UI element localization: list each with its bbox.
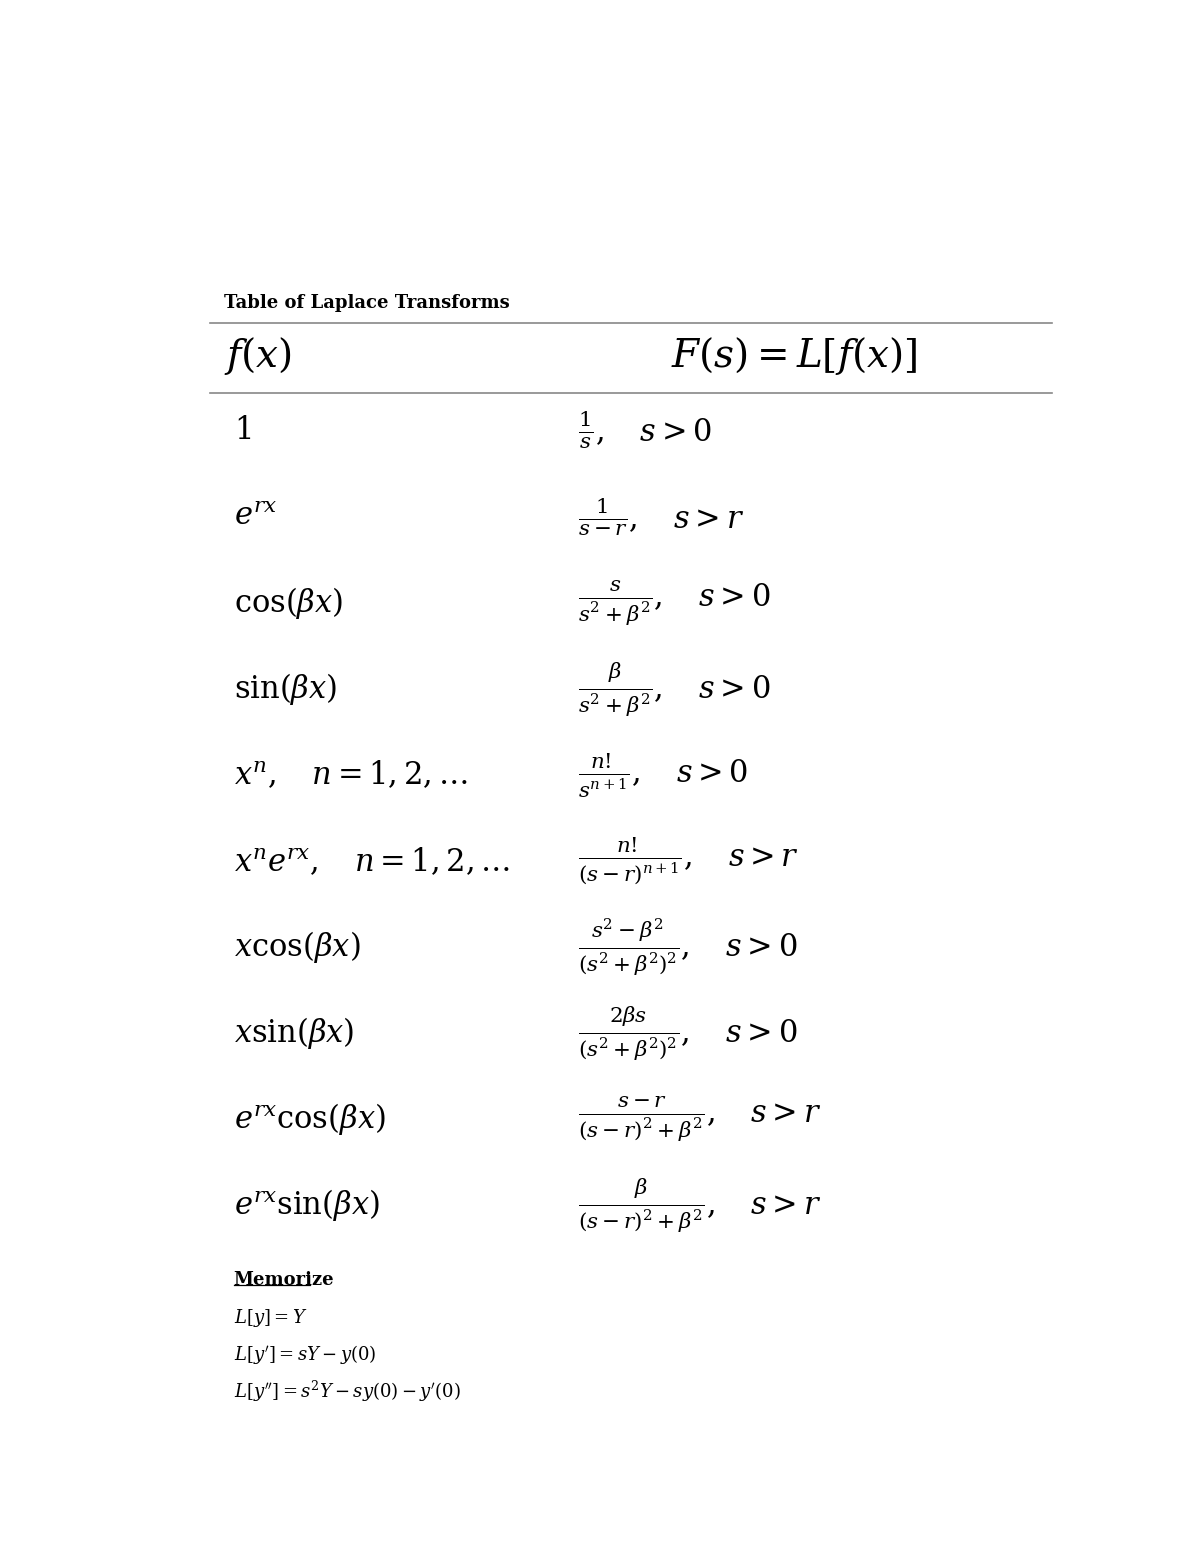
Text: $L[y]=Y$: $L[y]=Y$ bbox=[234, 1306, 307, 1329]
Text: $\frac{s-r}{(s-r)^2+\beta^2},\quad s>r$: $\frac{s-r}{(s-r)^2+\beta^2},\quad s>r$ bbox=[578, 1095, 821, 1143]
Text: $\frac{\beta}{(s-r)^2+\beta^2},\quad s>r$: $\frac{\beta}{(s-r)^2+\beta^2},\quad s>r… bbox=[578, 1176, 821, 1235]
Text: $\frac{1}{s},\quad s>0$: $\frac{1}{s},\quad s>0$ bbox=[578, 408, 712, 452]
Text: $x\sin(\beta x)$: $x\sin(\beta x)$ bbox=[234, 1016, 354, 1051]
Text: $x\cos(\beta x)$: $x\cos(\beta x)$ bbox=[234, 929, 360, 964]
Text: $x^n,\quad n=1,2,\ldots$: $x^n,\quad n=1,2,\ldots$ bbox=[234, 759, 467, 790]
Text: $e^{rx}$: $e^{rx}$ bbox=[234, 502, 277, 531]
Text: $\frac{n!}{(s-r)^{n+1}},\quad s>r$: $\frac{n!}{(s-r)^{n+1}},\quad s>r$ bbox=[578, 834, 799, 887]
Text: Memorize: Memorize bbox=[234, 1270, 335, 1289]
Text: $e^{rx}\sin(\beta x)$: $e^{rx}\sin(\beta x)$ bbox=[234, 1186, 379, 1224]
Text: $x^n e^{rx},\quad n=1,2,\ldots$: $x^n e^{rx},\quad n=1,2,\ldots$ bbox=[234, 845, 510, 877]
Text: $\sin(\beta x)$: $\sin(\beta x)$ bbox=[234, 671, 337, 707]
Text: $\cos(\beta x)$: $\cos(\beta x)$ bbox=[234, 584, 343, 621]
Text: $F(s){=}L\left[f(x)\right]$: $F(s){=}L\left[f(x)\right]$ bbox=[671, 335, 917, 377]
Text: $\frac{1}{s-r},\quad s>r$: $\frac{1}{s-r},\quad s>r$ bbox=[578, 495, 744, 537]
Text: $\frac{s^2-\beta^2}{(s^2+\beta^2)^2},\quad s>0$: $\frac{s^2-\beta^2}{(s^2+\beta^2)^2},\qu… bbox=[578, 916, 797, 977]
Text: $\frac{\beta}{s^2+\beta^2},\quad s>0$: $\frac{\beta}{s^2+\beta^2},\quad s>0$ bbox=[578, 660, 770, 717]
Text: $e^{rx}\cos(\beta x)$: $e^{rx}\cos(\beta x)$ bbox=[234, 1101, 385, 1137]
Text: $f\left(x\right)$: $f\left(x\right)$ bbox=[224, 335, 293, 377]
Text: $\frac{n!}{s^{n+1}},\quad s>0$: $\frac{n!}{s^{n+1}},\quad s>0$ bbox=[578, 750, 748, 800]
Text: Table of Laplace Transforms: Table of Laplace Transforms bbox=[224, 294, 510, 312]
Text: $L[y^{\prime\prime}]=s^2Y-sy(0)-y^{\prime}(0)$: $L[y^{\prime\prime}]=s^2Y-sy(0)-y^{\prim… bbox=[234, 1379, 461, 1404]
Text: $\frac{2\beta s}{(s^2+\beta^2)^2},\quad s>0$: $\frac{2\beta s}{(s^2+\beta^2)^2},\quad … bbox=[578, 1005, 797, 1062]
Text: $1$: $1$ bbox=[234, 416, 251, 444]
Text: $\frac{s}{s^2+\beta^2},\quad s>0$: $\frac{s}{s^2+\beta^2},\quad s>0$ bbox=[578, 578, 770, 626]
Text: $L[y^{\prime}]=sY-y(0)$: $L[y^{\prime}]=sY-y(0)$ bbox=[234, 1343, 376, 1365]
